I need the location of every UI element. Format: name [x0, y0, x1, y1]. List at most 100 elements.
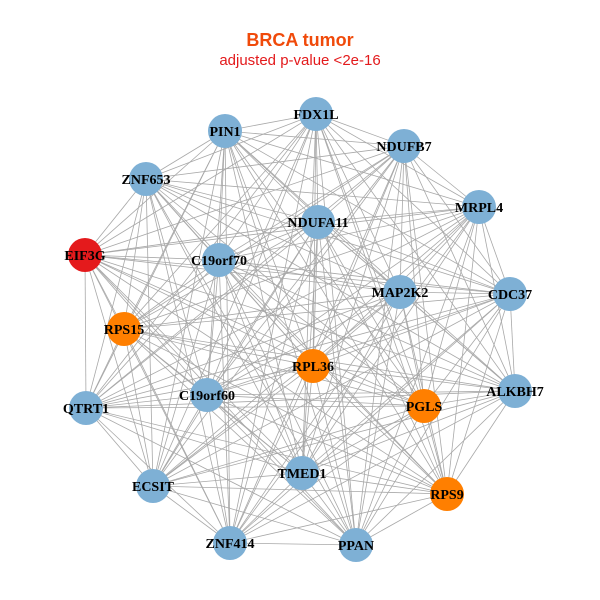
edge-PIN1-QTRT1	[85, 130, 226, 409]
edge-CDC37-PGLS	[423, 293, 511, 407]
edge-QTRT1-TMED1	[85, 407, 303, 474]
node-label: C19orf60	[179, 389, 235, 404]
edge-C19orf60-RPS9	[206, 394, 448, 495]
edge-ZNF653-RPS9	[145, 178, 448, 495]
edge-QTRT1-RPS9	[85, 407, 448, 495]
node-ZNF653: ZNF653	[122, 162, 171, 196]
node-circle	[299, 97, 333, 131]
edge-MRPL4-TMED1	[301, 206, 480, 474]
edge-NDUFA11-ZNF414	[229, 221, 319, 544]
node-label: ECSIT	[132, 480, 175, 495]
node-circle	[387, 129, 421, 163]
edge-EIF3G-ECSIT	[84, 254, 154, 487]
node-RPS9: RPS9	[430, 477, 464, 511]
node-circle	[493, 277, 527, 311]
edge-MRPL4-PGLS	[423, 206, 480, 407]
node-circle	[129, 162, 163, 196]
edge-C19orf70-PGLS	[218, 259, 425, 407]
edge-CDC37-RPL36	[312, 293, 511, 367]
node-circle	[383, 275, 417, 309]
edge-NDUFB7-RPS15	[123, 145, 405, 330]
node-label: RPL36	[292, 360, 334, 375]
chart-subtitle: adjusted p-value <2e-16	[219, 52, 381, 69]
node-CDC37: CDC37	[488, 277, 532, 311]
edge-MAP2K2-RPL36	[312, 291, 401, 367]
node-EIF3G: EIF3G	[64, 238, 106, 272]
node-label: RPS15	[104, 323, 144, 338]
edge-RPL36-TMED1	[301, 365, 314, 474]
edge-MRPL4-EIF3G	[84, 206, 480, 256]
edge-NDUFA11-EIF3G	[84, 221, 319, 256]
node-NDUFA11: NDUFA11	[287, 205, 349, 239]
node-label: PIN1	[209, 125, 240, 140]
edge-PGLS-PPAN	[355, 405, 425, 546]
node-label: EIF3G	[64, 249, 105, 264]
edge-NDUFA11-RPL36	[312, 221, 319, 367]
node-circle	[213, 526, 247, 560]
node-label: NDUFA11	[287, 216, 348, 231]
edge-CDC37-QTRT1	[85, 293, 511, 409]
edge-MAP2K2-RPS15	[123, 291, 401, 330]
edge-ZNF653-C19orf60	[145, 178, 208, 396]
edge-C19orf70-QTRT1	[85, 259, 220, 409]
edge-RPS9-PPAN	[355, 493, 448, 546]
edge-C19orf70-CDC37	[218, 259, 511, 295]
edge-ZNF653-ECSIT	[145, 178, 154, 487]
edge-ZNF653-PGLS	[145, 178, 425, 407]
edge-RPS15-PPAN	[123, 328, 357, 546]
nodes: FDX1L PIN1 NDUFB7 ZNF653 MRPL4 NDUFA11 EIF3G C1…	[63, 97, 544, 562]
node-label: PPAN	[338, 539, 374, 554]
edge-ZNF653-ZNF414	[145, 178, 231, 544]
edge-NDUFA11-C19orf70	[218, 221, 319, 261]
node-PIN1: PIN1	[208, 114, 242, 148]
edge-ZNF653-NDUFA11	[145, 178, 319, 223]
edge-ALKBH7-TMED1	[301, 390, 516, 474]
edge-ALKBH7-PPAN	[355, 390, 516, 546]
edge-CDC37-TMED1	[301, 293, 511, 474]
edge-ZNF653-TMED1	[145, 178, 303, 474]
edge-FDX1L-ALKBH7	[315, 113, 516, 392]
node-circle	[136, 469, 170, 503]
node-label: ZNF653	[122, 173, 171, 188]
edge-RPS15-ZNF414	[123, 328, 231, 544]
edge-NDUFA11-RPS9	[317, 221, 448, 495]
edge-FDX1L-QTRT1	[85, 113, 317, 409]
edge-MAP2K2-ZNF414	[229, 291, 401, 544]
node-circle	[498, 374, 532, 408]
node-circle	[69, 391, 103, 425]
node-PPAN: PPAN	[338, 528, 374, 562]
edge-RPS15-RPL36	[123, 328, 314, 367]
edge-NDUFA11-PGLS	[317, 221, 425, 407]
edge-MAP2K2-ALKBH7	[399, 291, 516, 392]
edge-PGLS-ECSIT	[152, 405, 425, 487]
node-circle	[68, 238, 102, 272]
edge-FDX1L-C19orf70	[218, 113, 317, 261]
edge-CDC37-C19orf60	[206, 293, 511, 396]
edge-ALKBH7-ECSIT	[152, 390, 516, 487]
edge-ECSIT-PPAN	[152, 485, 357, 546]
edge-RPL36-ECSIT	[152, 365, 314, 487]
node-C19orf60: C19orf60	[179, 378, 235, 412]
node-RPL36: RPL36	[292, 349, 334, 383]
edge-RPL36-PGLS	[312, 365, 425, 407]
edge-MRPL4-MAP2K2	[399, 206, 480, 293]
edge-C19orf70-ALKBH7	[218, 259, 516, 392]
edge-NDUFB7-CDC37	[403, 145, 511, 295]
edge-C19orf60-QTRT1	[85, 394, 208, 409]
node-FDX1L: FDX1L	[293, 97, 339, 131]
node-circle	[407, 389, 441, 423]
edge-C19orf70-MAP2K2	[218, 259, 401, 293]
edge-NDUFB7-PPAN	[355, 145, 405, 546]
edge-MRPL4-RPS9	[446, 206, 480, 495]
node-label: MRPL4	[455, 201, 503, 216]
edge-C19orf70-ECSIT	[152, 259, 220, 487]
edge-EIF3G-C19orf70	[84, 254, 220, 261]
edge-ZNF653-ALKBH7	[145, 178, 516, 392]
edge-PIN1-RPS9	[224, 130, 448, 495]
edge-FDX1L-RPS9	[315, 113, 448, 495]
edge-EIF3G-MAP2K2	[84, 254, 401, 293]
chart-title: BRCA tumor	[246, 30, 354, 50]
edge-C19orf60-TMED1	[206, 394, 303, 474]
edge-FDX1L-EIF3G	[84, 113, 317, 256]
